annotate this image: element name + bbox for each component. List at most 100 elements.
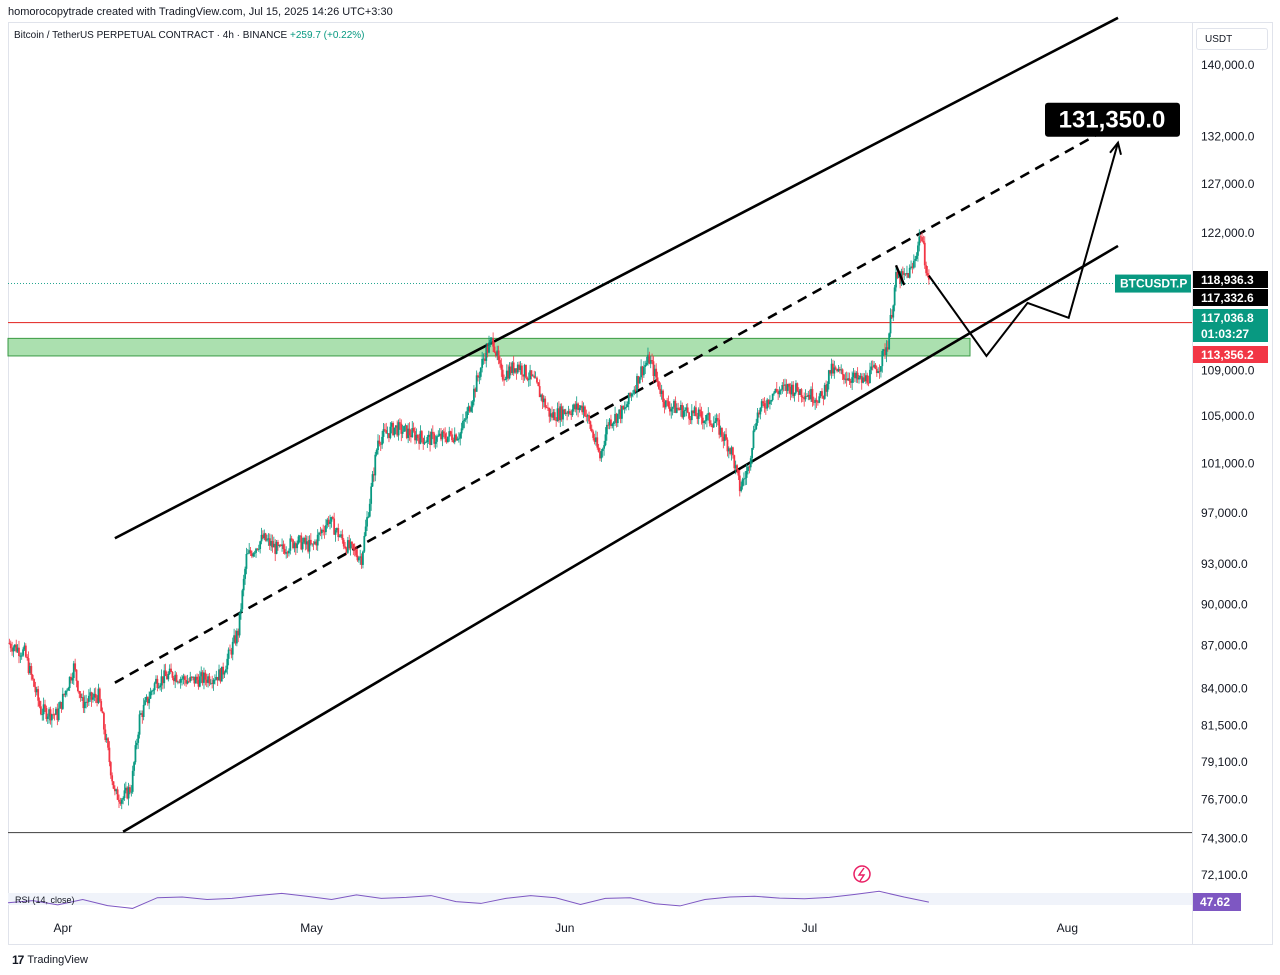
candle-body bbox=[123, 790, 126, 799]
brand-name: TradingView bbox=[27, 954, 88, 966]
candle-body bbox=[547, 407, 549, 409]
candle-body bbox=[596, 437, 599, 448]
candle-body bbox=[138, 714, 141, 735]
candle-body bbox=[45, 707, 48, 719]
candle-body bbox=[477, 375, 479, 378]
candle-body bbox=[875, 368, 878, 373]
candle-body bbox=[699, 409, 701, 412]
candle-body bbox=[459, 433, 462, 439]
candle-body bbox=[155, 678, 157, 684]
candle-body bbox=[819, 391, 822, 397]
candle-body bbox=[814, 399, 817, 403]
price-tick: 72,100.0 bbox=[1201, 868, 1248, 882]
candle-body bbox=[666, 400, 669, 402]
candle-body bbox=[590, 428, 593, 432]
candle-body bbox=[841, 369, 844, 375]
candle-body bbox=[400, 423, 403, 434]
price-tick: 97,000.0 bbox=[1201, 506, 1248, 520]
candle-body bbox=[346, 540, 349, 553]
candle-body bbox=[762, 401, 764, 404]
candle-body bbox=[133, 762, 135, 771]
candle-body bbox=[531, 375, 534, 377]
candle-body bbox=[619, 409, 622, 419]
candle-body bbox=[198, 676, 201, 687]
candle-body bbox=[678, 408, 681, 410]
candle-body bbox=[392, 422, 394, 436]
candle-body bbox=[579, 405, 582, 408]
candle-body bbox=[227, 649, 230, 659]
candle-body bbox=[726, 439, 729, 452]
candle-body bbox=[888, 333, 891, 350]
candle-body bbox=[257, 549, 260, 550]
candle-body bbox=[897, 273, 900, 278]
candle-body bbox=[803, 397, 806, 400]
candle-body bbox=[30, 666, 33, 675]
candle-body bbox=[436, 436, 438, 442]
candle-body bbox=[653, 368, 656, 376]
candle-body bbox=[278, 545, 281, 546]
candle-body bbox=[298, 535, 301, 537]
candle-body bbox=[241, 590, 244, 610]
candle-body bbox=[877, 371, 880, 373]
candle-body bbox=[810, 388, 812, 400]
candle-body bbox=[578, 407, 581, 410]
candle-body bbox=[307, 541, 310, 552]
candle-body bbox=[293, 543, 296, 549]
candle-body bbox=[252, 553, 255, 557]
candle-body bbox=[93, 693, 96, 698]
candle-body bbox=[89, 692, 92, 696]
candle-body bbox=[769, 401, 771, 405]
candle-body bbox=[830, 363, 833, 374]
candle-body bbox=[788, 383, 791, 387]
candle-body bbox=[685, 407, 688, 410]
currency-selector[interactable]: USDT bbox=[1196, 28, 1268, 50]
candle-body bbox=[157, 687, 160, 689]
rsi-line bbox=[7, 890, 929, 909]
candle-body bbox=[412, 427, 415, 432]
candle-body bbox=[72, 663, 75, 679]
candle-body bbox=[923, 242, 926, 266]
candle-body bbox=[682, 411, 685, 418]
candle-body bbox=[260, 534, 263, 542]
price-tick: 79,100.0 bbox=[1201, 755, 1248, 769]
candle-body bbox=[233, 635, 236, 642]
projection-arrowhead bbox=[1109, 140, 1122, 155]
candle-body bbox=[917, 245, 919, 256]
candle-body bbox=[425, 442, 427, 443]
candle-body bbox=[833, 367, 836, 374]
candle-body bbox=[611, 423, 614, 426]
candle-body bbox=[483, 358, 486, 361]
candle-body bbox=[774, 388, 777, 393]
candle-body bbox=[581, 405, 584, 413]
candle-body bbox=[808, 394, 811, 400]
candle-body bbox=[53, 714, 56, 716]
candle-body bbox=[279, 545, 282, 546]
candle-body bbox=[612, 421, 615, 424]
candle-body bbox=[218, 669, 220, 681]
candle-body bbox=[818, 396, 821, 403]
candle-body bbox=[714, 421, 717, 424]
candle-body bbox=[281, 544, 283, 546]
candle-body bbox=[107, 738, 109, 748]
candle-body bbox=[168, 668, 171, 674]
candle-body bbox=[113, 788, 116, 792]
rsi-value: 47.62 bbox=[1200, 895, 1230, 909]
candle-body bbox=[320, 529, 323, 534]
candle-body bbox=[749, 458, 752, 468]
candle-body bbox=[294, 543, 297, 549]
candle-body bbox=[482, 358, 485, 360]
candle-body bbox=[342, 539, 345, 547]
candle-body bbox=[379, 443, 382, 445]
candle-body bbox=[326, 519, 329, 526]
candle-body bbox=[211, 682, 214, 684]
candle-body bbox=[251, 553, 253, 557]
candle-body bbox=[756, 412, 759, 423]
candle-body bbox=[167, 673, 170, 680]
candle-body bbox=[363, 535, 366, 552]
symbol-title[interactable]: Bitcoin / TetherUS PERPETUAL CONTRACT · … bbox=[14, 30, 288, 41]
candle-body bbox=[418, 438, 421, 444]
candle-body bbox=[755, 422, 758, 430]
channel-upper-line bbox=[114, 16, 1119, 540]
candle-body bbox=[522, 374, 525, 377]
